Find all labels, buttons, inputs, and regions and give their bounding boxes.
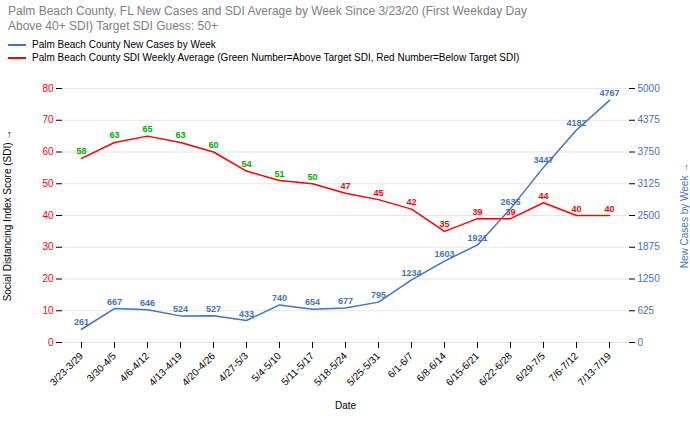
svg-text:7/6-7/12: 7/6-7/12 — [546, 350, 581, 384]
svg-text:63: 63 — [175, 130, 185, 140]
svg-text:39: 39 — [505, 207, 515, 217]
svg-text:60: 60 — [42, 146, 54, 157]
svg-text:5/18-5/24: 5/18-5/24 — [312, 350, 350, 388]
svg-text:6/29-7/5: 6/29-7/5 — [513, 350, 547, 384]
svg-text:2500: 2500 — [638, 210, 661, 221]
svg-text:0: 0 — [638, 337, 644, 348]
svg-text:6/15-6/21: 6/15-6/21 — [444, 350, 482, 388]
svg-text:63: 63 — [109, 130, 119, 140]
svg-text:646: 646 — [140, 298, 155, 308]
svg-text:3/30-4/5: 3/30-4/5 — [84, 350, 118, 384]
svg-text:60: 60 — [208, 140, 218, 150]
svg-text:5/25-5/31: 5/25-5/31 — [345, 350, 383, 388]
svg-text:3/23-3/29: 3/23-3/29 — [48, 350, 86, 388]
svg-text:3750: 3750 — [638, 146, 661, 157]
svg-text:47: 47 — [340, 181, 350, 191]
svg-text:30: 30 — [42, 241, 54, 252]
svg-text:6/1-6/7: 6/1-6/7 — [385, 350, 415, 380]
svg-text:0: 0 — [48, 337, 54, 348]
svg-text:7/13-7/19: 7/13-7/19 — [576, 350, 614, 388]
svg-text:80: 80 — [42, 83, 54, 94]
svg-text:40: 40 — [604, 204, 614, 214]
svg-text:39: 39 — [472, 207, 482, 217]
svg-text:654: 654 — [305, 297, 320, 307]
svg-text:527: 527 — [206, 304, 221, 314]
svg-text:667: 667 — [107, 297, 122, 307]
svg-text:51: 51 — [274, 169, 284, 179]
svg-text:40: 40 — [571, 204, 581, 214]
svg-text:3125: 3125 — [638, 178, 661, 189]
svg-text:10: 10 — [42, 305, 54, 316]
svg-text:50: 50 — [307, 172, 317, 182]
svg-text:4767: 4767 — [599, 88, 619, 98]
svg-text:740: 740 — [272, 293, 287, 303]
svg-text:1921: 1921 — [467, 233, 487, 243]
svg-text:4375: 4375 — [638, 114, 661, 125]
svg-text:4182: 4182 — [566, 118, 586, 128]
svg-text:261: 261 — [74, 317, 89, 327]
svg-text:35: 35 — [439, 219, 449, 229]
svg-text:20: 20 — [42, 273, 54, 284]
svg-text:1875: 1875 — [638, 241, 661, 252]
svg-text:677: 677 — [338, 296, 353, 306]
svg-text:4/20-4/26: 4/20-4/26 — [180, 350, 218, 388]
svg-text:40: 40 — [42, 210, 54, 221]
svg-text:6/8-6/14: 6/8-6/14 — [414, 350, 449, 384]
svg-text:65: 65 — [142, 124, 152, 134]
svg-text:6/22-6/28: 6/22-6/28 — [477, 350, 515, 388]
svg-text:45: 45 — [373, 188, 383, 198]
svg-text:3447: 3447 — [533, 155, 553, 165]
html-text:Palm Beach County New Cases by: Palm Beach County New Cases by Week — [32, 39, 216, 50]
svg-text:4/13-4/19: 4/13-4/19 — [147, 350, 185, 388]
svg-text:795: 795 — [371, 290, 386, 300]
svg-text:70: 70 — [42, 114, 54, 125]
svg-text:2635: 2635 — [500, 197, 520, 207]
svg-text:4/6-4/12: 4/6-4/12 — [117, 350, 152, 384]
svg-text:5/4-5/10: 5/4-5/10 — [249, 350, 284, 384]
svg-text:1250: 1250 — [638, 273, 661, 284]
svg-text:Social Distancing Index Score: Social Distancing Index Score (SDI) → — [2, 130, 13, 302]
svg-text:42: 42 — [406, 197, 416, 207]
svg-text:1234: 1234 — [401, 268, 421, 278]
svg-text:524: 524 — [173, 304, 188, 314]
svg-text:58: 58 — [76, 146, 86, 156]
svg-text:44: 44 — [538, 191, 548, 201]
svg-text:4/27-5/3: 4/27-5/3 — [216, 350, 250, 384]
svg-text:50: 50 — [42, 178, 54, 189]
svg-text:1603: 1603 — [434, 249, 454, 259]
svg-text:New Cases by Week →: New Cases by Week → — [679, 163, 690, 268]
svg-text:433: 433 — [239, 309, 254, 319]
html-text:Palm Beach County, FL New Case: Palm Beach County, FL New Cases and SDI … — [8, 4, 527, 33]
svg-text:5000: 5000 — [638, 83, 661, 94]
svg-text:5/11-5/17: 5/11-5/17 — [279, 350, 316, 387]
html-text:Palm Beach County SDI Weekly A: Palm Beach County SDI Weekly Average (Gr… — [32, 52, 520, 63]
svg-text:625: 625 — [638, 305, 655, 316]
svg-text:54: 54 — [241, 159, 251, 169]
svg-text:Date: Date — [335, 400, 357, 411]
